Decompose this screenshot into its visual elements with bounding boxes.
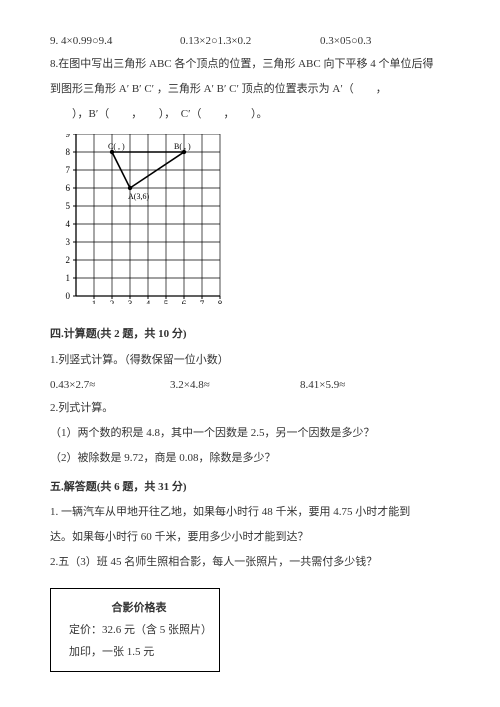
- svg-text:4: 4: [146, 299, 151, 304]
- s4-q1-row: 0.43×2.7≈ 3.2×4.8≈ 8.41×5.9≈: [50, 374, 450, 397]
- s4-q2-1: （1）两个数的积是 4.8，其中一个因数是 2.5，另一个因数是多少？: [50, 422, 450, 445]
- q9-b: 0.13×2○1.3×0.2: [180, 30, 320, 53]
- s5-q1a: 1. 一辆汽车从甲地开往乙地，如果每小时行 48 千米，要用 4.75 小时才能…: [50, 501, 450, 524]
- price-line1: 定价：32.6 元（含 5 张照片）: [69, 619, 209, 641]
- svg-text:5: 5: [164, 299, 169, 304]
- q8-line1: 8.在图中写出三角形 ABC 各个顶点的位置，三角形 ABC 向下平移 4 个单…: [50, 53, 450, 76]
- svg-text:6: 6: [182, 299, 187, 304]
- q9-row: 9. 4×0.99○9.4 0.13×2○1.3×0.2 0.3×05○0.3: [50, 30, 450, 53]
- section4-title: 四.计算题(共 2 题，共 10 分): [50, 323, 450, 346]
- price-box: 合影价格表 定价：32.6 元（含 5 张照片） 加印，一张 1.5 元: [50, 588, 220, 672]
- svg-text:2: 2: [110, 299, 115, 304]
- s5-q1b: 达。如果每小时行 60 千米，要用多少小时才能到达？: [50, 526, 450, 549]
- svg-text:4: 4: [66, 219, 71, 229]
- svg-text:3: 3: [66, 237, 71, 247]
- q9-a: 9. 4×0.99○9.4: [50, 30, 180, 53]
- svg-text:A(3,6): A(3,6): [128, 192, 149, 201]
- svg-text:7: 7: [200, 299, 205, 304]
- s4-q1: 1.列竖式计算。（得数保留一位小数）: [50, 349, 450, 372]
- s4-q1-a: 0.43×2.7≈: [50, 374, 170, 397]
- grid-svg: 1 2 3 4 5 6 7 8 0 1 2 3 4 5 6 7 8 9 A(3,6) B( , ) C( , ): [54, 134, 234, 304]
- s4-q2: 2.列式计算。: [50, 397, 450, 420]
- svg-text:6: 6: [66, 183, 71, 193]
- svg-text:1: 1: [66, 273, 71, 283]
- price-title: 合影价格表: [69, 597, 209, 619]
- price-line2: 加印，一张 1.5 元: [69, 641, 209, 663]
- q8-line3: ），B′（ ， ）， C′（ ， ）。: [50, 103, 450, 126]
- svg-text:9: 9: [66, 134, 71, 139]
- section5-title: 五.解答题(共 6 题，共 31 分): [50, 476, 450, 499]
- s4-q2-2: （2）被除数是 9.72，商是 0.08，除数是多少？: [50, 447, 450, 470]
- svg-text:8: 8: [218, 299, 223, 304]
- svg-text:2: 2: [66, 255, 71, 265]
- svg-text:8: 8: [66, 147, 71, 157]
- svg-text:1: 1: [92, 299, 97, 304]
- svg-text:B( , ): B( , ): [174, 142, 191, 151]
- q9-c: 0.3×05○0.3: [320, 30, 371, 53]
- q8-line2: 到图形三角形 A′ B′ C′ ，三角形 A′ B′ C′ 顶点的位置表示为 A…: [50, 78, 450, 101]
- s4-q1-c: 8.41×5.9≈: [300, 374, 345, 397]
- svg-text:3: 3: [128, 299, 133, 304]
- grid-chart: 1 2 3 4 5 6 7 8 0 1 2 3 4 5 6 7 8 9 A(3,6) B( , ) C( , ): [54, 134, 450, 313]
- svg-text:5: 5: [66, 201, 71, 211]
- s4-q1-b: 3.2×4.8≈: [170, 374, 300, 397]
- svg-text:0: 0: [66, 291, 71, 301]
- svg-text:C( , ): C( , ): [108, 142, 125, 151]
- svg-text:7: 7: [66, 165, 71, 175]
- s5-q2: 2.五（3）班 45 名师生照相合影，每人一张照片，一共需付多少钱？: [50, 551, 450, 574]
